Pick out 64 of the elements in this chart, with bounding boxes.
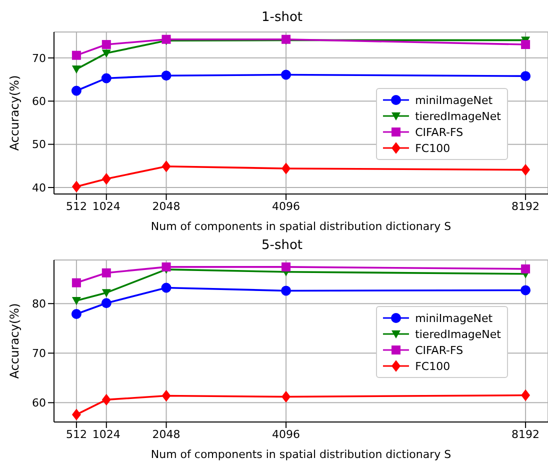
x-axis-title: Num of components in spatial distribution dictionary S [150, 220, 452, 233]
x-tick-label: 512 [66, 428, 87, 441]
x-tick-label: 1024 [92, 200, 120, 213]
x-tick-label: 8192 [512, 428, 540, 441]
x-tick-label: 8192 [512, 200, 540, 213]
y-tick-label: 50 [32, 138, 46, 152]
legend-label: miniImageNet [415, 94, 493, 106]
point [101, 298, 112, 308]
point [71, 86, 82, 96]
x-tick-label: 4096 [272, 428, 300, 441]
x-tick-label: 2048 [152, 428, 180, 441]
legend-label: FC100 [415, 360, 450, 372]
point [162, 160, 171, 172]
point [282, 162, 291, 174]
point [520, 285, 531, 296]
point [521, 264, 530, 274]
point [72, 278, 81, 288]
point [521, 389, 530, 402]
point [71, 309, 82, 319]
point [72, 297, 81, 306]
point [520, 71, 531, 82]
point [101, 73, 112, 84]
y-axis-title: Accuracy(%) [7, 303, 22, 379]
y-tick-label: 60 [32, 396, 46, 410]
y-tick-label: 60 [32, 95, 46, 108]
chart-title: 1-shot [260, 9, 304, 27]
point [161, 70, 172, 81]
point [521, 164, 530, 176]
point [162, 262, 171, 272]
point [102, 50, 111, 58]
point [282, 390, 291, 403]
legend-label: tieredImageNet [415, 110, 501, 122]
point [102, 268, 111, 278]
point [72, 66, 81, 74]
legend-label: FC100 [415, 142, 450, 154]
point [521, 40, 530, 50]
legend-label: CIFAR-FS [415, 126, 464, 138]
point [102, 40, 111, 50]
legend-label: miniImageNet [415, 312, 493, 324]
point [72, 50, 81, 60]
point [72, 180, 81, 193]
point [281, 70, 292, 80]
x-tick-label: 2048 [152, 200, 180, 213]
point [102, 289, 111, 298]
point [102, 394, 111, 406]
y-tick-label: 70 [32, 52, 46, 65]
y-tick-label: 80 [32, 298, 46, 310]
point [102, 173, 111, 185]
point [162, 390, 171, 402]
legend-label: CIFAR-FS [415, 344, 464, 356]
x-axis-title: Num of components in spatial distribution dictionary S [150, 448, 452, 461]
point [282, 262, 291, 272]
legend-label: tieredImageNet [415, 328, 501, 340]
point [281, 286, 292, 296]
x-tick-label: 4096 [272, 200, 300, 213]
point [72, 408, 81, 420]
x-tick-label: 512 [66, 200, 87, 213]
y-axis-title: Accuracy(%) [7, 75, 22, 151]
y-tick-label: 70 [32, 347, 46, 360]
x-tick-label: 1024 [92, 428, 120, 441]
point [162, 34, 171, 44]
y-tick-label: 40 [32, 181, 46, 194]
chart-title: 5-shot [260, 237, 304, 255]
point [161, 282, 172, 293]
